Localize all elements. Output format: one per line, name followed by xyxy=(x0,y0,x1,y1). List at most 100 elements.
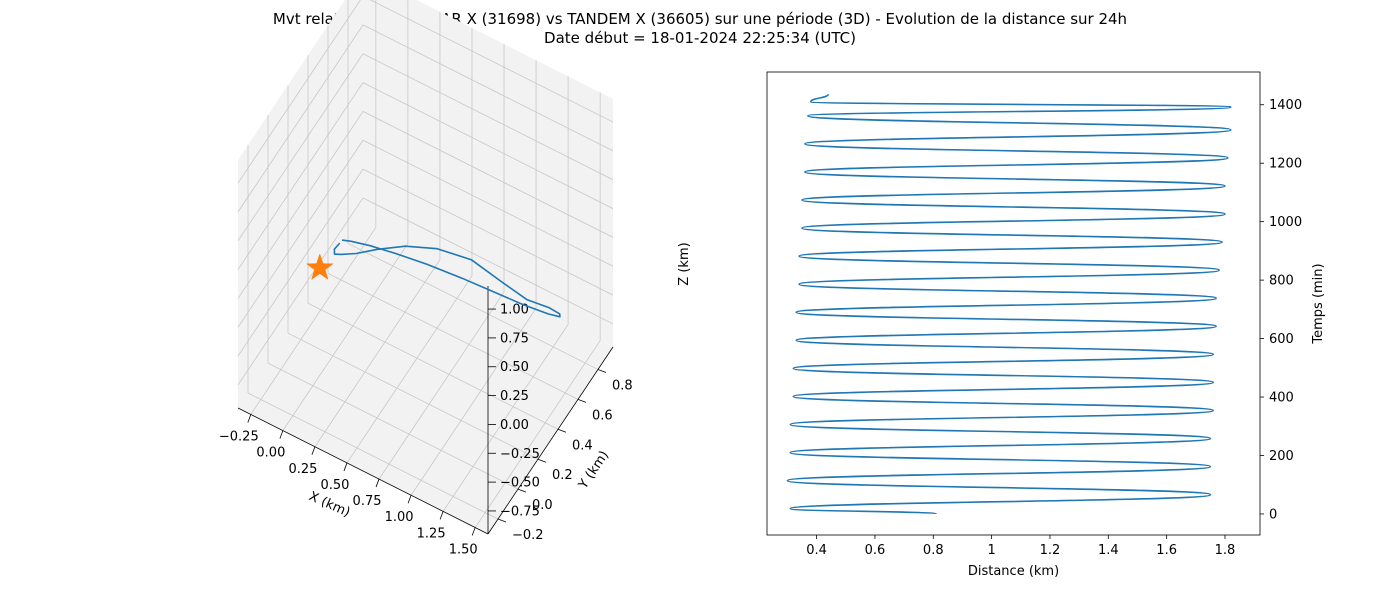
pane-floor xyxy=(238,221,613,534)
x-tick xyxy=(407,495,412,504)
x-axis-line xyxy=(237,407,489,535)
z-tick-label: 1.00 xyxy=(500,303,529,318)
x-tick xyxy=(375,478,380,488)
grid-line-x-floor xyxy=(250,227,377,415)
grid-line-z-left xyxy=(237,82,364,270)
y-tick xyxy=(537,458,547,463)
x-tick xyxy=(471,527,476,536)
grid-line-x-floor xyxy=(378,291,505,480)
grid-line-z-left xyxy=(237,168,364,357)
chart-3d-trajectory: −0.250.000.250.500.751.001.251.50−0.20.0… xyxy=(219,0,692,558)
y-tick-label: 600 xyxy=(1269,332,1294,347)
grid-line-z-back xyxy=(362,24,614,152)
grid-line-z-back xyxy=(362,82,614,209)
z-tick-label: 0.00 xyxy=(500,418,529,433)
z-tick-label: 0.25 xyxy=(500,389,529,404)
y-tick-label: 1400 xyxy=(1269,98,1302,113)
grid-line-z-back xyxy=(362,53,614,181)
plot-frame xyxy=(766,71,1261,536)
x-tick-label: 1.00 xyxy=(385,510,414,525)
grid-line-z-back xyxy=(362,111,614,238)
grid-line-y-floor xyxy=(287,332,539,460)
grid-line-y-floor xyxy=(307,302,559,430)
x-tick xyxy=(247,414,252,423)
x-tick-label: 0.50 xyxy=(320,478,349,493)
y-tick xyxy=(497,518,507,523)
x-tick-label: 0.4 xyxy=(806,543,827,558)
grid-line-x-floor xyxy=(474,340,601,528)
x-tick-label: 0.8 xyxy=(923,543,944,558)
z-tick-label: −0.50 xyxy=(500,476,540,491)
figure-title-line2: Date début = 18-01-2024 22:25:34 (UTC) xyxy=(544,29,856,47)
y-tick-label: 0.0 xyxy=(532,498,553,513)
x-tick-label: 0.25 xyxy=(288,462,317,477)
x-tick-label: −0.25 xyxy=(219,429,259,444)
figure-title: Mvt relatif de TERRA SAR X (31698) vs TA… xyxy=(0,10,1400,48)
z-tick-label: 0.75 xyxy=(500,331,529,346)
x-axis-label: Distance (km) xyxy=(968,564,1059,579)
grid-line-y-floor xyxy=(267,362,519,490)
x-tick-label: 1.6 xyxy=(1156,543,1177,558)
y-tick-label: 800 xyxy=(1269,274,1294,289)
x-tick xyxy=(343,462,348,472)
trajectory-line xyxy=(333,239,561,318)
y-tick xyxy=(577,398,587,403)
grid-line-z-left xyxy=(237,111,364,299)
x-tick-label: 0.75 xyxy=(353,494,382,509)
y-tick-label: 1000 xyxy=(1269,215,1302,230)
y-tick xyxy=(597,369,607,373)
pane-left-wall xyxy=(238,0,363,408)
grid-line-z-back xyxy=(369,0,614,123)
grid-line-x-floor xyxy=(346,275,473,464)
y-tick-label: −0.2 xyxy=(512,528,544,543)
x-tick xyxy=(279,430,284,439)
x-tick xyxy=(311,446,316,455)
x-tick-label: 1.8 xyxy=(1215,543,1236,558)
grid-line-z-left xyxy=(237,24,364,213)
y-axis-label: Temps (min) xyxy=(1311,263,1326,344)
y-tick-label: 0.4 xyxy=(572,438,593,453)
y-tick xyxy=(517,488,527,493)
grid-line-z-left xyxy=(237,140,364,328)
grid-line-x-floor xyxy=(442,324,569,512)
grid-line-z-left xyxy=(237,53,364,241)
y-tick-label: 400 xyxy=(1269,391,1294,406)
x-tick-label: 1.4 xyxy=(1098,543,1119,558)
y-tick-label: 0 xyxy=(1269,507,1277,522)
grid-line-z-left xyxy=(237,197,364,386)
z-tick-label: −0.25 xyxy=(500,447,540,462)
chart-distance-time: 0.4 0.6 0.8 1 1.2 1.4 1.6 1.8 0 200 400 600 800 1000 1… xyxy=(766,71,1326,579)
distance-curve xyxy=(786,93,1232,515)
y-tick-label: 0.6 xyxy=(592,408,613,423)
grid-line-x-floor xyxy=(282,243,409,431)
z-axis-label: Z (km) xyxy=(677,242,692,285)
grid-line-x-floor xyxy=(314,259,441,447)
grid-line-z-back xyxy=(362,139,614,267)
x-tick-label: 1.2 xyxy=(1040,543,1061,558)
y-tick-label: 0.2 xyxy=(552,468,573,483)
z-tick-label: 0.50 xyxy=(500,360,529,375)
x-tick-label: 1 xyxy=(987,543,995,558)
x-tick-label: 0.00 xyxy=(256,446,285,461)
y-tick-label: 200 xyxy=(1269,449,1294,464)
grid-line-y-floor xyxy=(327,273,579,400)
star-marker xyxy=(305,253,334,281)
grid-line-z-back xyxy=(362,197,614,325)
x-tick-label: 0.6 xyxy=(865,543,886,558)
x-axis-label: X (km) xyxy=(307,489,353,520)
figure-title-line1: Mvt relatif de TERRA SAR X (31698) vs TA… xyxy=(272,10,1128,28)
y-tick xyxy=(557,428,567,433)
grid-line-y-floor xyxy=(247,392,499,520)
pane-back-wall xyxy=(363,0,613,347)
grid-line-z-back xyxy=(362,168,614,296)
y-tick-label: 1200 xyxy=(1269,157,1302,172)
x-tick-label: 1.50 xyxy=(449,543,478,558)
z-tick-label: −0.75 xyxy=(500,504,540,519)
grid-line-z-left xyxy=(237,0,361,184)
grid-line-x-floor xyxy=(410,308,537,496)
y-axis-label: Y (km) xyxy=(575,448,612,492)
x-tick-label: 1.25 xyxy=(417,526,446,541)
y-axis-line xyxy=(487,346,614,535)
grid-line-y-floor xyxy=(347,243,599,370)
